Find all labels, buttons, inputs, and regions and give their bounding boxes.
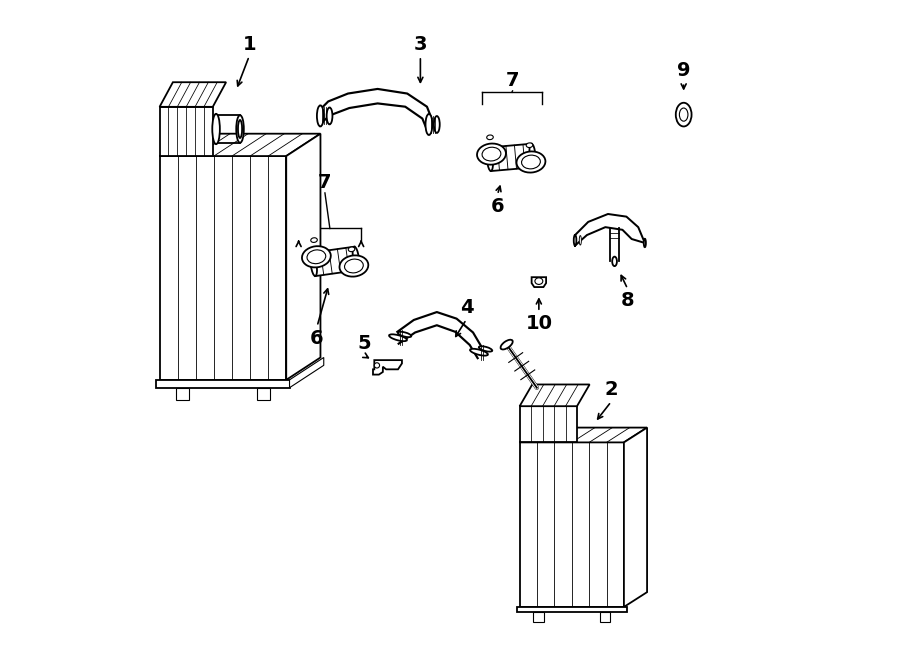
Ellipse shape — [426, 114, 432, 135]
Ellipse shape — [398, 332, 411, 337]
Ellipse shape — [212, 114, 220, 144]
Text: 7: 7 — [506, 71, 519, 90]
Ellipse shape — [236, 115, 244, 143]
Text: 6: 6 — [491, 197, 504, 216]
Ellipse shape — [477, 143, 506, 165]
Ellipse shape — [500, 340, 513, 350]
Ellipse shape — [317, 105, 324, 126]
Text: 10: 10 — [526, 315, 553, 333]
Polygon shape — [373, 360, 402, 375]
Ellipse shape — [535, 278, 543, 284]
Ellipse shape — [487, 135, 493, 139]
Polygon shape — [176, 388, 189, 399]
Ellipse shape — [348, 247, 355, 252]
Ellipse shape — [434, 116, 440, 133]
Text: 7: 7 — [319, 173, 332, 192]
Polygon shape — [159, 107, 212, 156]
Ellipse shape — [307, 250, 326, 264]
Text: 5: 5 — [357, 334, 371, 353]
Ellipse shape — [345, 259, 364, 273]
Polygon shape — [290, 358, 324, 388]
Ellipse shape — [374, 363, 380, 368]
Ellipse shape — [310, 238, 318, 243]
Ellipse shape — [327, 108, 332, 124]
Ellipse shape — [238, 120, 242, 138]
Polygon shape — [519, 385, 590, 407]
Ellipse shape — [573, 235, 576, 246]
Text: 2: 2 — [605, 380, 618, 399]
Ellipse shape — [353, 247, 359, 270]
Polygon shape — [256, 388, 270, 399]
Polygon shape — [159, 82, 226, 107]
Ellipse shape — [680, 108, 688, 121]
Ellipse shape — [517, 151, 545, 173]
Ellipse shape — [529, 143, 535, 167]
Polygon shape — [519, 428, 647, 442]
Ellipse shape — [612, 256, 616, 266]
Ellipse shape — [644, 239, 646, 247]
Polygon shape — [600, 612, 610, 622]
Polygon shape — [533, 612, 544, 622]
Polygon shape — [286, 134, 320, 380]
Text: 6: 6 — [310, 329, 324, 348]
Ellipse shape — [676, 102, 691, 126]
Text: 4: 4 — [460, 298, 473, 317]
Polygon shape — [519, 407, 577, 442]
Polygon shape — [532, 277, 546, 287]
Ellipse shape — [479, 346, 492, 352]
Text: 9: 9 — [677, 61, 690, 80]
Ellipse shape — [522, 155, 540, 169]
Ellipse shape — [339, 255, 368, 276]
Ellipse shape — [526, 143, 533, 147]
Polygon shape — [489, 143, 534, 171]
Ellipse shape — [389, 334, 407, 341]
Ellipse shape — [310, 253, 317, 276]
Polygon shape — [312, 247, 357, 276]
Text: 3: 3 — [414, 34, 427, 54]
Text: 1: 1 — [242, 34, 256, 54]
Ellipse shape — [482, 147, 501, 161]
Polygon shape — [517, 607, 626, 612]
Polygon shape — [159, 134, 320, 156]
Ellipse shape — [580, 235, 581, 245]
Polygon shape — [624, 428, 647, 607]
Text: 8: 8 — [621, 292, 634, 311]
Ellipse shape — [487, 147, 493, 171]
Ellipse shape — [302, 246, 331, 268]
Polygon shape — [157, 380, 290, 388]
Ellipse shape — [470, 349, 488, 356]
